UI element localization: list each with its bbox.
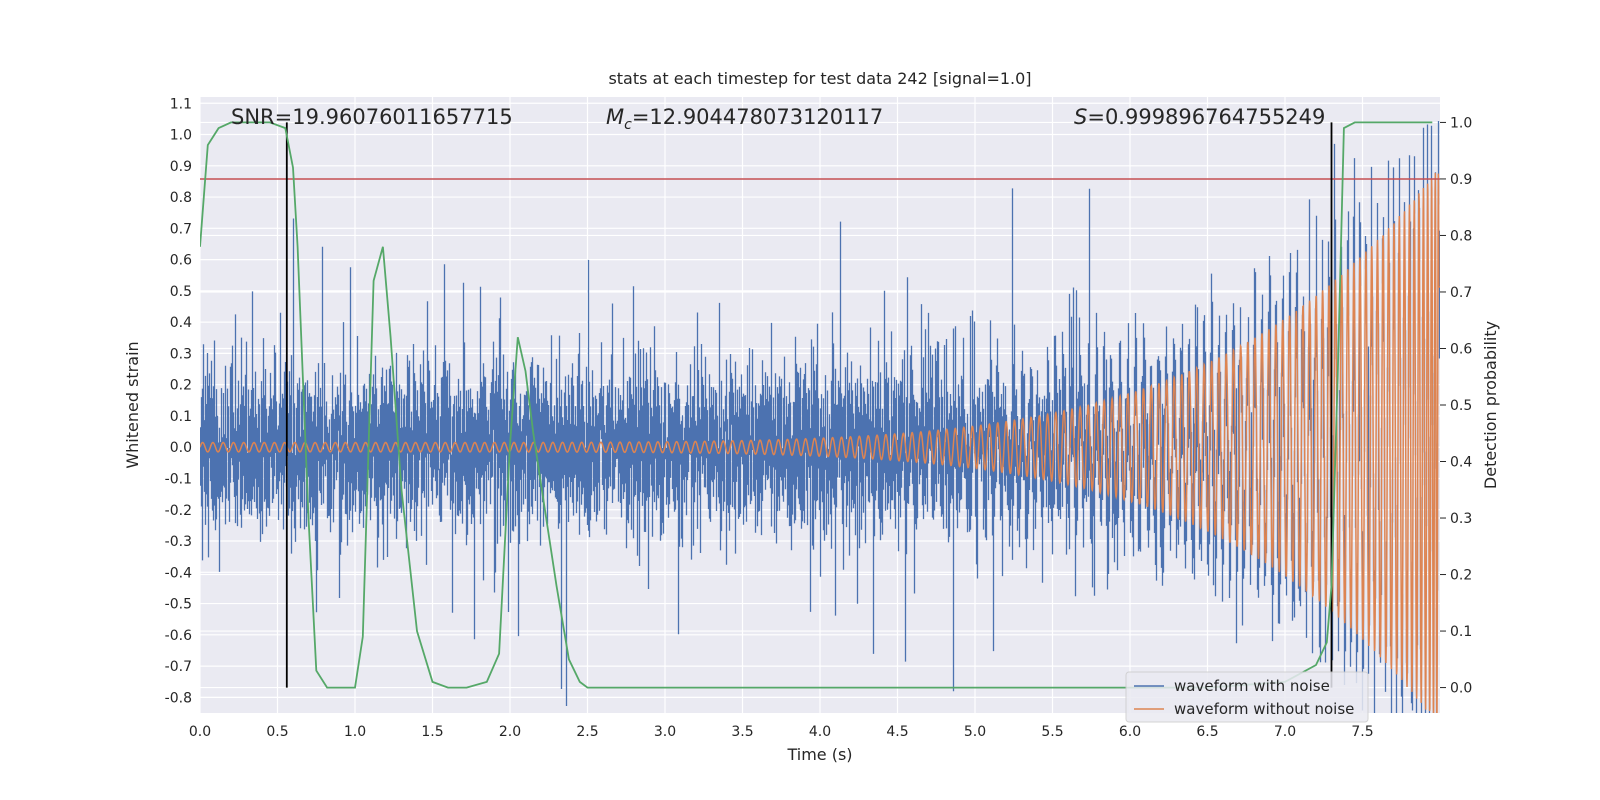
y-tick-label: -0.4 — [165, 565, 192, 581]
x-tick-label: 6.5 — [1196, 724, 1218, 740]
x-tick-label: 7.5 — [1351, 724, 1373, 740]
y-right-tick-label: 0.7 — [1450, 285, 1472, 301]
y-right-tick-label: 0.3 — [1450, 511, 1472, 527]
plot-area — [200, 121, 1440, 713]
y-right-tick-label: 0.1 — [1450, 624, 1472, 640]
legend-label-with-noise: waveform with noise — [1174, 677, 1330, 695]
x-tick-label: 3.5 — [731, 724, 753, 740]
y-axis-label: Whitened strain — [123, 341, 142, 468]
y-tick-label: 1.1 — [170, 96, 192, 112]
x-tick-label: 4.0 — [809, 724, 831, 740]
x-axis-ticks: 0.0 0.5 1.0 1.5 2.0 2.5 3.0 3.5 4.0 4.5 5.0 5.5 6.0 6… — [189, 724, 1374, 740]
y-tick-label: -0.5 — [165, 597, 192, 613]
y-tick-label: 0.3 — [170, 346, 192, 362]
mc-value: =12.904478073120117 — [632, 105, 883, 129]
x-tick-label: 4.5 — [886, 724, 908, 740]
legend: waveform with noise waveform without noi… — [1125, 671, 1369, 723]
mc-subscript: c — [624, 117, 632, 133]
y-tick-label: 0.8 — [170, 190, 192, 206]
y-right-tick-label: 1.0 — [1450, 115, 1472, 131]
x-tick-label: 6.0 — [1119, 724, 1141, 740]
y-right-tick-label: 0.2 — [1450, 568, 1472, 584]
snr-annotation: SNR=19.96076011657715 — [231, 105, 513, 129]
y-tick-label: -0.2 — [165, 503, 192, 519]
y-tick-label: -0.6 — [165, 628, 192, 644]
x-tick-label: 0.5 — [266, 724, 288, 740]
y-tick-label: 0.4 — [170, 315, 192, 331]
s-value: =0.999896764755249 — [1087, 105, 1325, 129]
y-right-axis-label: Detection probability — [1481, 321, 1500, 489]
s-annotation: S=0.999896764755249 — [1074, 105, 1325, 129]
series-waveform-without-noise — [200, 172, 1440, 713]
s-symbol: S — [1074, 105, 1087, 129]
x-tick-label: 1.0 — [344, 724, 366, 740]
y-tick-label: -0.1 — [165, 471, 192, 487]
y-tick-label: -0.7 — [165, 659, 192, 675]
x-tick-label: 7.0 — [1274, 724, 1296, 740]
y-tick-label: 1.0 — [170, 128, 192, 144]
y-tick-label: 0.1 — [170, 409, 192, 425]
mc-symbol: M — [606, 105, 624, 129]
y-tick-label: 0.0 — [170, 440, 192, 456]
x-axis-label: Time (s) — [786, 745, 852, 764]
y-tick-label: -0.3 — [165, 534, 192, 550]
x-tick-label: 1.5 — [421, 724, 443, 740]
y-right-tick-label: 0.0 — [1450, 681, 1472, 697]
legend-label-without-noise: waveform without noise — [1174, 700, 1354, 718]
y-right-tick-label: 0.9 — [1450, 172, 1472, 188]
y-tick-label: -0.8 — [165, 690, 192, 706]
chirp-mass-annotation: Mc=12.904478073120117 — [606, 105, 883, 133]
y-tick-label: 0.9 — [170, 159, 192, 175]
x-tick-label: 2.0 — [499, 724, 521, 740]
x-tick-label: 0.0 — [189, 724, 211, 740]
chart-title: stats at each timestep for test data 242… — [608, 69, 1031, 88]
y-right-tick-label: 0.6 — [1450, 341, 1472, 357]
x-tick-label: 3.0 — [654, 724, 676, 740]
y-tick-label: 0.5 — [170, 284, 192, 300]
x-tick-label: 5.0 — [964, 724, 986, 740]
y-right-tick-label: 0.8 — [1450, 228, 1472, 244]
y-right-tick-label: 0.4 — [1450, 455, 1472, 471]
x-tick-label: 5.5 — [1041, 724, 1063, 740]
y-axis-ticks: -0.8 -0.7 -0.6 -0.5 -0.4 -0.3 -0.2 -0.1 0.0 0.1 0.… — [165, 96, 192, 706]
y-right-tick-label: 0.5 — [1450, 398, 1472, 414]
y-tick-label: 0.2 — [170, 378, 192, 394]
y-tick-label: 0.7 — [170, 221, 192, 237]
y-right-axis-ticks: 0.0 0.1 0.2 0.3 0.4 0.5 0.6 0.7 0.8 0.9 1.0 — [1440, 115, 1472, 697]
legend-box — [1125, 671, 1369, 723]
y-tick-label: 0.6 — [170, 253, 192, 269]
x-tick-label: 2.5 — [576, 724, 598, 740]
